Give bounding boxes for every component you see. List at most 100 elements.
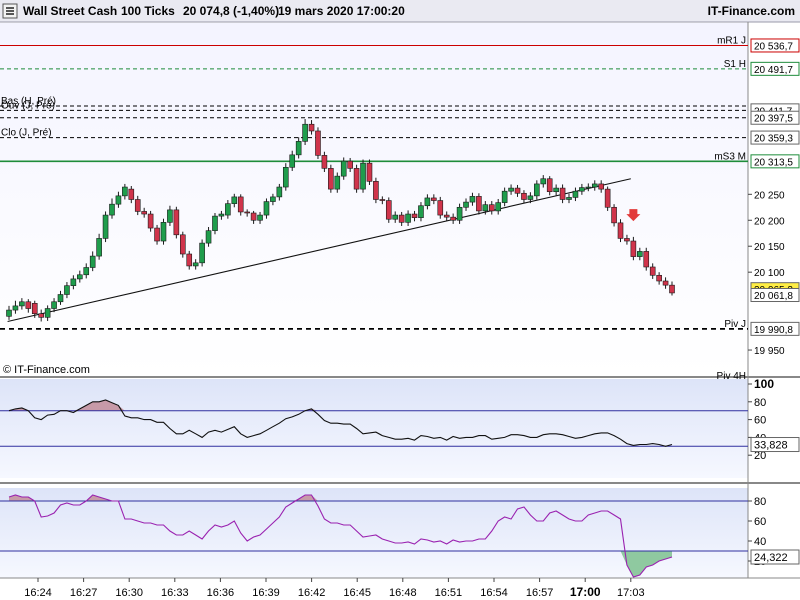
candle — [212, 212, 218, 235]
candle — [527, 192, 534, 204]
osc-tick-label: 80 — [754, 397, 766, 409]
oscillator-line — [8, 399, 673, 447]
candle-body — [521, 192, 527, 200]
candle — [154, 224, 160, 245]
candle-body — [167, 209, 173, 223]
candle-body — [19, 301, 25, 307]
candle — [38, 309, 44, 322]
level-price-box — [750, 61, 800, 76]
candle-body — [540, 178, 547, 185]
candle — [514, 184, 521, 197]
level-price-box — [750, 321, 800, 336]
level-price-box — [750, 38, 800, 53]
candle-body — [38, 313, 44, 318]
candle — [64, 282, 70, 299]
candle — [373, 177, 379, 204]
y-tick-label: 20 150 — [754, 242, 785, 253]
candle-body — [353, 168, 360, 190]
prev-price-box — [750, 288, 800, 303]
candle-body — [244, 211, 250, 214]
osc-last-box — [750, 549, 800, 565]
candle-body — [501, 190, 508, 203]
level-name: Piv J — [724, 319, 746, 330]
candle-body — [276, 186, 283, 198]
candle-body — [70, 278, 77, 286]
candle-body — [173, 209, 180, 236]
candle-body — [624, 238, 630, 242]
candle-body — [315, 130, 321, 156]
candle-body — [546, 178, 553, 193]
candle — [282, 163, 289, 191]
candle-body — [96, 238, 102, 257]
candle — [598, 180, 604, 193]
candle — [617, 219, 624, 243]
y-tick-label: 19 950 — [754, 346, 785, 357]
candle-body — [141, 211, 147, 215]
x-tick-label: 16:30 — [115, 587, 143, 599]
candle-body — [199, 242, 205, 264]
candle — [179, 231, 186, 258]
osc-tick-label: 40 — [754, 536, 766, 548]
candle-body — [186, 253, 193, 267]
candle-body — [321, 155, 328, 169]
candle — [411, 210, 418, 222]
candle — [186, 250, 193, 270]
instrument-name: Wall Street Cash — [23, 4, 117, 18]
candle — [263, 198, 270, 219]
candle — [109, 198, 115, 219]
candle — [257, 211, 263, 224]
candle — [643, 247, 650, 271]
candle — [205, 227, 212, 247]
candle — [128, 186, 135, 204]
candle — [476, 193, 482, 215]
osc-tick-label: 20 — [754, 450, 766, 462]
candle-body — [328, 168, 334, 190]
candle-body — [44, 308, 51, 318]
candle — [96, 233, 102, 260]
x-tick-label: 17:03 — [617, 587, 645, 599]
candle-body — [431, 197, 437, 201]
candle-body — [89, 255, 96, 268]
candle-body — [508, 187, 514, 192]
candle — [398, 211, 405, 226]
candle-body — [83, 267, 90, 276]
level-name: mR1 J — [717, 35, 746, 46]
candle — [508, 184, 514, 195]
candle — [334, 172, 341, 193]
candle-body — [12, 305, 19, 311]
candle — [244, 209, 250, 217]
candle-body — [611, 206, 617, 224]
candle-body — [450, 216, 456, 221]
candle-body — [308, 123, 315, 132]
candle — [160, 218, 167, 245]
candle — [456, 203, 463, 224]
level-price-box — [750, 130, 800, 145]
osc-tick-label: 80 — [754, 496, 766, 508]
candle-body — [366, 162, 373, 182]
candle — [328, 164, 334, 193]
oscillator1-area — [0, 379, 748, 478]
candle-body — [411, 213, 418, 218]
candle-body — [579, 187, 585, 192]
candle-body — [553, 187, 559, 193]
candle-body — [405, 213, 411, 223]
candle — [392, 211, 399, 223]
candle — [521, 190, 527, 204]
candle — [572, 187, 579, 202]
sell-arrow-icon — [626, 209, 641, 222]
candle-body — [347, 160, 353, 169]
candle-body — [179, 234, 186, 255]
x-tick-label: 16:54 — [480, 587, 508, 599]
candle-body — [443, 214, 450, 218]
candle-body — [669, 284, 675, 294]
candle — [19, 298, 25, 310]
x-tick-label: 16:45 — [343, 587, 371, 599]
candle — [585, 183, 592, 192]
candle-body — [649, 266, 656, 276]
candle-body — [527, 195, 534, 200]
candle — [315, 127, 321, 160]
candle-body — [134, 199, 141, 212]
candle — [353, 164, 360, 193]
candle-body — [154, 227, 160, 242]
candle — [83, 263, 90, 279]
